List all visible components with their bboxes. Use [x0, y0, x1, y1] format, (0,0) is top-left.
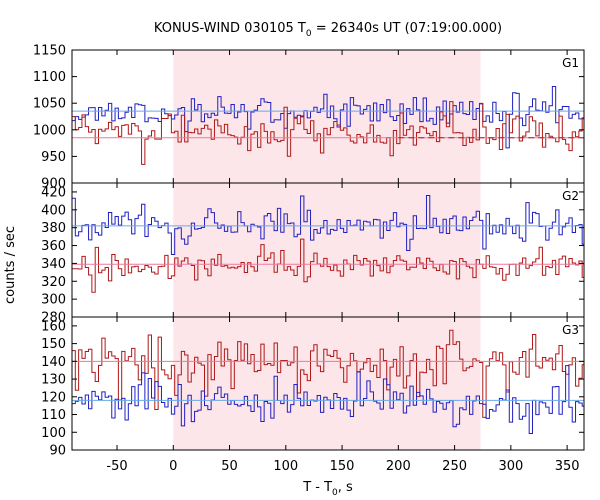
panels-group: 9009501000105011001150G12803003203403603… — [33, 44, 585, 474]
y-tick-label: 400 — [41, 203, 66, 218]
x-axis-label-rest: , s — [338, 480, 353, 495]
y-tick-label: 340 — [41, 257, 66, 272]
series-red-g1 — [72, 101, 584, 165]
x-tick-label: 150 — [330, 459, 355, 474]
x-tick-label: 250 — [442, 459, 467, 474]
series-blue-g2 — [72, 194, 584, 256]
y-tick-label: 130 — [41, 373, 66, 388]
x-tick-label: 300 — [498, 459, 523, 474]
y-tick-label: 300 — [41, 293, 66, 308]
series-red-g2 — [72, 238, 584, 293]
series-red-g3 — [72, 329, 584, 418]
y-tick-label: 280 — [41, 311, 66, 326]
y-axis-label: counts / sec — [3, 226, 18, 304]
y-tick-label: 140 — [41, 355, 66, 370]
y-tick-label: 160 — [41, 319, 66, 334]
y-tick-label: 150 — [41, 337, 66, 352]
y-tick-label: 1050 — [33, 97, 66, 112]
y-tick-label: 320 — [41, 275, 66, 290]
x-axis-label-sub: 0 — [332, 488, 338, 498]
highlight-band — [173, 317, 481, 450]
y-tick-label: 1150 — [33, 44, 66, 59]
y-tick-label: 120 — [41, 390, 66, 405]
y-tick-label: 950 — [41, 150, 66, 165]
highlight-band — [173, 183, 481, 317]
x-tick-label: 50 — [221, 459, 238, 474]
y-tick-label: 110 — [41, 408, 66, 423]
chart-title-rest: = 26340s UT (07:19:00.000) — [312, 21, 502, 36]
panel-label-g3: G3 — [562, 323, 579, 337]
chart-title-sub: 0 — [306, 29, 312, 39]
y-tick-label: 380 — [41, 221, 66, 236]
y-tick-label: 900 — [41, 177, 66, 192]
x-axis-label: T - T0, s — [302, 480, 353, 498]
series-blue-g1 — [72, 85, 584, 149]
y-tick-label: 360 — [41, 239, 66, 254]
panel-label-g1: G1 — [562, 56, 579, 70]
y-tick-label: 100 — [41, 426, 66, 441]
chart-title: KONUS-WIND 030105 T0 = 26340s UT (07:19:… — [154, 21, 502, 39]
x-tick-label: 350 — [555, 459, 580, 474]
panel-frame — [71, 316, 585, 451]
x-tick-label: -50 — [106, 459, 127, 474]
x-axis-label-main: T - T — [302, 480, 332, 495]
chart-title-main: KONUS-WIND 030105 T — [154, 21, 306, 36]
y-tick-label: 90 — [49, 444, 66, 459]
x-tick-label: 0 — [169, 459, 177, 474]
panel-label-g2: G2 — [562, 189, 579, 203]
y-tick-label: 1000 — [33, 123, 66, 138]
x-tick-label: 200 — [386, 459, 411, 474]
y-tick-label: 420 — [41, 185, 66, 200]
x-tick-label: 100 — [273, 459, 298, 474]
y-tick-label: 1100 — [33, 70, 66, 85]
